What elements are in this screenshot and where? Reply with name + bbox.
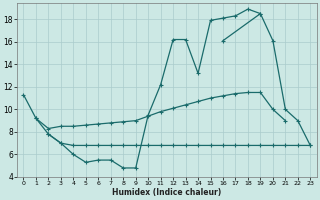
- X-axis label: Humidex (Indice chaleur): Humidex (Indice chaleur): [112, 188, 221, 197]
